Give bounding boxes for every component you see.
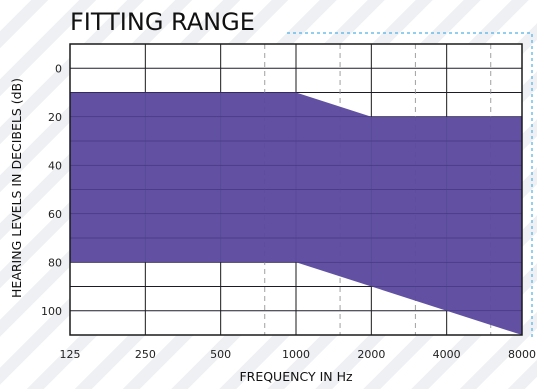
y-axis-label: HEARING LEVELS IN DECIBELS (dB) (9, 78, 24, 298)
y-tick-label: 20 (48, 111, 62, 124)
y-tick-label: 100 (41, 305, 62, 318)
y-tick-labels: 0 20 40 60 80 100 (41, 62, 62, 318)
plot-border (69, 43, 523, 336)
x-tick-label: 1000 (282, 348, 310, 361)
x-tick-label: 250 (135, 348, 156, 361)
x-tick-label: 8000 (508, 348, 536, 361)
y-tick-label: 80 (48, 256, 62, 269)
x-tick-label: 500 (210, 348, 231, 361)
x-tick-label: 2000 (357, 348, 385, 361)
x-tick-labels: 125 250 500 1000 2000 4000 8000 (60, 348, 537, 361)
x-tick-label: 4000 (433, 348, 461, 361)
y-tick-label: 0 (55, 62, 62, 75)
y-tick-label: 60 (48, 208, 62, 221)
plot-area (69, 43, 523, 336)
chart-title: FITTING RANGE (70, 8, 255, 36)
y-tick-label: 40 (48, 159, 62, 172)
x-tick-label: 125 (60, 348, 81, 361)
x-axis-label: FREQUENCY IN Hz (239, 369, 353, 384)
